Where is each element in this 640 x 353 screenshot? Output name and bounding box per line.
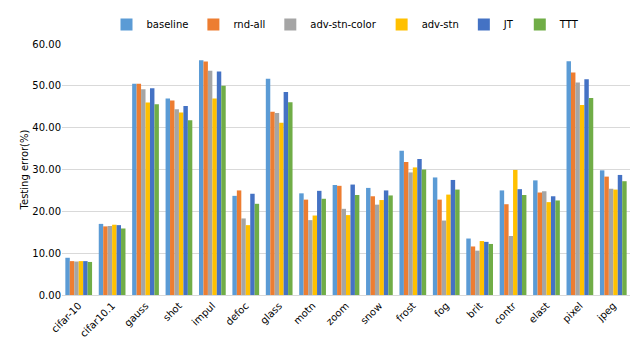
svg-text:adv-stn-color: adv-stn-color [310, 19, 376, 30]
svg-text:rnd-all: rnd-all [233, 19, 265, 30]
svg-text:pixel: pixel [560, 300, 585, 325]
svg-text:glass: glass [258, 300, 284, 326]
svg-text:defoc: defoc [223, 300, 250, 327]
svg-text:impul: impul [190, 300, 218, 328]
svg-text:snow: snow [358, 300, 384, 326]
svg-text:JT: JT [503, 19, 514, 30]
svg-text:30.00: 30.00 [32, 164, 61, 175]
svg-text:Testing error(%): Testing error(%) [19, 129, 30, 210]
svg-text:motn: motn [291, 300, 317, 326]
svg-text:fog: fog [432, 300, 451, 319]
svg-text:TTT: TTT [559, 19, 579, 30]
svg-text:baseline: baseline [147, 19, 189, 30]
svg-text:contr: contr [492, 300, 519, 327]
svg-text:gauss: gauss [122, 300, 150, 328]
svg-text:shot: shot [161, 300, 184, 323]
svg-text:frost: frost [394, 300, 418, 324]
svg-text:40.00: 40.00 [32, 122, 61, 133]
svg-text:elast: elast [527, 300, 552, 325]
svg-text:10.00: 10.00 [32, 248, 61, 259]
svg-text:zoom: zoom [324, 300, 351, 327]
svg-text:brit: brit [465, 300, 485, 320]
svg-text:cifar10.1: cifar10.1 [78, 300, 117, 339]
svg-text:adv-stn: adv-stn [422, 19, 459, 30]
svg-text:jpeg: jpeg [594, 300, 618, 324]
svg-text:60.00: 60.00 [32, 39, 61, 50]
svg-text:cifar-10: cifar-10 [49, 300, 83, 334]
svg-text:0.00: 0.00 [39, 290, 61, 301]
svg-text:50.00: 50.00 [32, 80, 61, 91]
svg-text:20.00: 20.00 [32, 206, 61, 217]
